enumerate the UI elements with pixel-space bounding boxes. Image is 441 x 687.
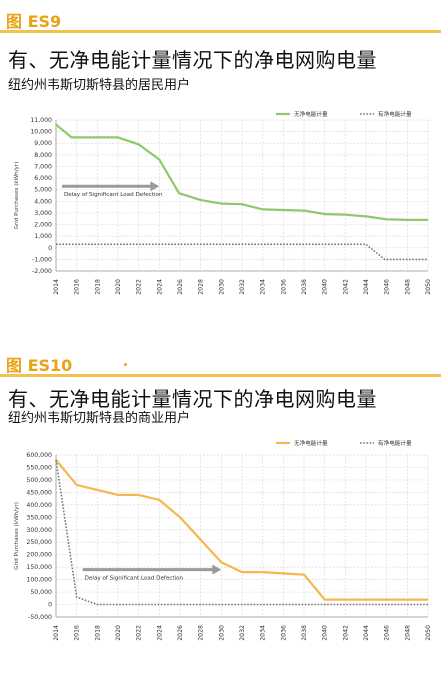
- y-tick-label: 200,000: [26, 552, 52, 559]
- x-tick-label: 2028: [198, 279, 205, 295]
- x-tick-label: 2048: [404, 625, 411, 641]
- x-tick-label: 2018: [94, 625, 101, 641]
- x-tick-label: 2040: [322, 279, 329, 295]
- series-line-without-net-metering: [55, 459, 428, 601]
- y-tick-label: 500,000: [26, 477, 52, 484]
- x-tick-label: 2014: [53, 625, 60, 641]
- chart-residential: -2,000 -1,000 0 1,000 2,000 3,000 4,000 5,000 6,…: [14, 110, 432, 295]
- y-tick-label: 350,000: [26, 514, 52, 521]
- y-tick-label: 3,000: [34, 210, 52, 217]
- y-tick-label: 300,000: [26, 527, 52, 534]
- x-tick-label: 2024: [156, 279, 163, 295]
- y-tick-label: 600,000: [26, 452, 52, 459]
- x-tick-label: 2016: [74, 625, 81, 641]
- chart-commercial: -50,000 0 50,000 100,000 150,000 200,000 250,0…: [14, 439, 432, 641]
- legend-label: 无净电能计量: [294, 110, 328, 118]
- decorative-dot: [124, 363, 127, 366]
- x-tick-label: 2050: [425, 279, 432, 295]
- annotation-arrow: [62, 181, 160, 192]
- legend-label: 有净电能计量: [378, 110, 412, 118]
- y-tick-label: 0: [48, 245, 52, 252]
- annotation-arrow-head: [150, 181, 160, 192]
- x-tick-label: 2026: [177, 625, 184, 641]
- y-tick-label: -1,000: [32, 256, 52, 263]
- x-tick-label: 2042: [342, 625, 349, 641]
- x-tick-label: 2044: [363, 625, 370, 641]
- figure-es9: 图 ES9 有、无净电能计量情况下的净电网购电量 纽约州韦斯切斯特县的居民用户 …: [0, 12, 441, 295]
- x-tick-label: 2028: [198, 625, 205, 641]
- y-axis-label: Grid Purchases (kWh/yr): [14, 162, 20, 230]
- x-tick-label: 2046: [384, 625, 391, 641]
- annotation-label: Delay of Significant Load Defection: [85, 576, 184, 582]
- x-tick-label: 2014: [53, 279, 60, 295]
- x-tick-label: 2026: [177, 279, 184, 295]
- x-tick-label: 2030: [218, 625, 225, 641]
- x-tick-label: 2046: [384, 279, 391, 295]
- y-tick-label: 1,000: [34, 233, 52, 240]
- x-tick-label: 2036: [280, 279, 287, 295]
- y-tick-label: 100,000: [26, 577, 52, 584]
- y-tick-label: 550,000: [26, 464, 52, 471]
- x-tick-label: 2040: [322, 625, 329, 641]
- x-tick-label: 2018: [94, 279, 101, 295]
- y-tick-label: 0: [48, 602, 52, 609]
- y-tick-label: -2,000: [32, 268, 52, 275]
- annotation-arrow: [82, 564, 222, 575]
- y-tick-label: 2,000: [34, 222, 52, 229]
- figure-subtitle: 纽约州韦斯切斯特县的商业用户: [8, 411, 191, 426]
- x-tick-label: 2024: [156, 625, 163, 641]
- x-tick-label: 2016: [74, 279, 81, 295]
- series-line-with-net-metering: [56, 243, 428, 261]
- y-tick-label: 10,000: [30, 129, 52, 136]
- figure-title: 有、无净电能计量情况下的净电网购电量: [8, 48, 377, 72]
- figure-title: 有、无净电能计量情况下的净电网购电量: [8, 387, 377, 411]
- y-tick-label: 8,000: [34, 152, 52, 159]
- figure-tag: 图 ES10: [6, 356, 73, 375]
- y-tick-label: 6,000: [34, 175, 52, 182]
- y-tick-label: 9,000: [34, 140, 52, 147]
- y-tick-label: 5,000: [34, 187, 52, 194]
- x-tick-label: 2032: [239, 625, 246, 641]
- y-tick-label: 400,000: [26, 502, 52, 509]
- figure-rule: [0, 30, 441, 33]
- y-tick-label: 4,000: [34, 198, 52, 205]
- y-tick-label: 11,000: [30, 117, 52, 124]
- series-line-without-net-metering: [55, 123, 428, 221]
- x-tick-label: 2034: [260, 279, 267, 295]
- x-tick-label: 2048: [404, 279, 411, 295]
- figure-tag: 图 ES9: [6, 12, 62, 31]
- x-tick-label: 2020: [115, 625, 122, 641]
- x-tick-label: 2030: [218, 279, 225, 295]
- y-tick-label: 50,000: [30, 589, 52, 596]
- x-tick-label: 2044: [363, 279, 370, 295]
- x-tick-label: 2022: [136, 625, 143, 641]
- figure-subtitle: 纽约州韦斯切斯特县的居民用户: [8, 78, 191, 93]
- x-tick-label: 2036: [280, 625, 287, 641]
- y-tick-label: 150,000: [26, 564, 52, 571]
- y-axis-label: Grid Purchases (kWh/yr): [14, 502, 20, 570]
- annotation-label: Delay of Significant Load Defection: [64, 192, 163, 198]
- y-tick-label: 450,000: [26, 489, 52, 496]
- x-tick-label: 2022: [136, 279, 143, 295]
- figure-rule: [0, 374, 441, 377]
- legend-label: 有净电能计量: [378, 439, 412, 447]
- x-tick-label: 2032: [239, 279, 246, 295]
- y-tick-label: 250,000: [26, 539, 52, 546]
- annotation-arrow-head: [212, 564, 222, 575]
- gridlines: [55, 454, 429, 618]
- x-tick-label: 2042: [342, 279, 349, 295]
- x-tick-label: 2038: [301, 279, 308, 295]
- y-tick-label: 7,000: [34, 163, 52, 170]
- legend-label: 无净电能计量: [294, 439, 328, 447]
- x-tick-label: 2038: [301, 625, 308, 641]
- gridlines: [55, 119, 429, 272]
- y-tick-label: -50,000: [28, 614, 52, 621]
- x-tick-label: 2034: [260, 625, 267, 641]
- x-tick-label: 2050: [425, 625, 432, 641]
- x-tick-label: 2020: [115, 279, 122, 295]
- figure-es10: 图 ES10 有、无净电能计量情况下的净电网购电量 纽约州韦斯切斯特县的商业用户…: [0, 345, 441, 687]
